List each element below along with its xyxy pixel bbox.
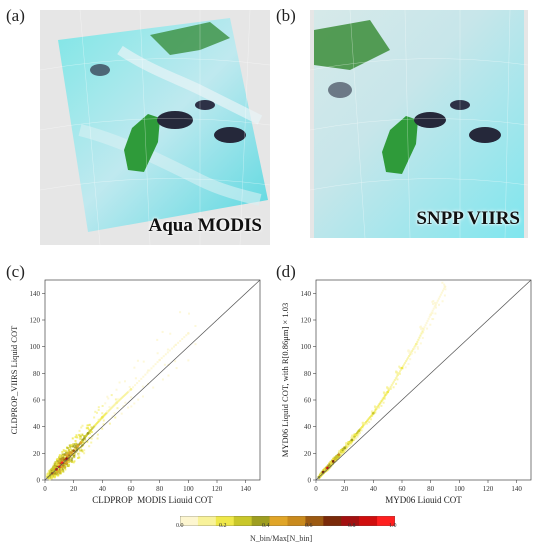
y-tick-label: 120 (30, 317, 41, 325)
one-to-one-line (315, 279, 532, 481)
y-tick-label: 120 (301, 317, 312, 325)
density-point (129, 388, 133, 391)
x-tick-label: 0 (43, 485, 47, 493)
panel-label-a: (a) (6, 6, 25, 25)
map-title-snpp-viirs: SNPP VIIRS (416, 208, 520, 229)
y-tick-label: 80 (33, 370, 41, 378)
x-tick-label: 20 (341, 485, 349, 493)
density-point (415, 342, 418, 346)
density-point (372, 412, 375, 415)
x-tick-label: 140 (240, 485, 251, 493)
map-image-aqua-modis (39, 9, 271, 246)
y-axis-label: MYD06 Liquid COT, with R[0.86μm] × 1.03 (280, 303, 290, 457)
panel-label-d: (d) (276, 262, 296, 281)
panel-label-c: (c) (6, 262, 25, 281)
y-tick-label: 60 (33, 397, 41, 405)
colorbar-segment (251, 516, 271, 526)
y-tick-label: 40 (33, 423, 41, 431)
colorbar-title: N_bin/Max[N_bin] (250, 534, 313, 543)
colorbar (179, 513, 396, 527)
y-tick-label: 0 (37, 477, 41, 485)
kamchatka-landmass (124, 114, 160, 172)
map-panel-snpp-viirs: SNPP VIIRS (309, 9, 529, 239)
y-tick-label: 140 (30, 290, 41, 298)
y-tick-label: 0 (308, 477, 312, 485)
y-tick-label: 40 (304, 423, 312, 431)
colorbar-segment (233, 516, 253, 526)
density-point (115, 401, 118, 404)
density-point (337, 453, 341, 456)
kamchatka-landmass (382, 116, 418, 174)
x-tick-label: 60 (128, 485, 136, 493)
density-point (343, 446, 346, 450)
y-tick-label: 140 (301, 290, 312, 298)
y-tick-label: 20 (33, 450, 41, 458)
y-tick-label: 80 (304, 370, 312, 378)
colorbar-tick-labels: 0.0 0.2 0.4 0.6 0.8 1.0 (176, 523, 397, 533)
density-point (158, 358, 161, 362)
colorbar-tick-0: 0.0 (176, 523, 184, 529)
colorbar-segment (341, 516, 360, 526)
density-point (350, 438, 354, 442)
density-point (400, 366, 404, 370)
colorbar-segment (359, 516, 378, 526)
x-tick-label: 20 (70, 485, 78, 493)
y-tick-label: 100 (301, 343, 312, 351)
x-tick-label: 140 (511, 485, 522, 493)
x-axis-label: MYD06 Liquid COT (385, 495, 462, 503)
one-to-one-line (44, 279, 261, 481)
x-tick-label: 120 (483, 485, 494, 493)
map-panel-aqua-modis: Aqua MODIS (39, 9, 271, 246)
colorbar-segment (323, 516, 342, 526)
colorbar-segment (180, 516, 199, 526)
panel-label-b: (b) (276, 6, 296, 25)
x-tick-label: 0 (314, 485, 318, 493)
map-title-aqua-modis: Aqua MODIS (148, 215, 263, 236)
x-tick-label: 100 (454, 485, 465, 493)
x-tick-label: 40 (99, 485, 107, 493)
colorbar-tick-2: 0.4 (262, 523, 270, 529)
colorbar-tick-3: 0.6 (305, 523, 313, 529)
density-point (386, 390, 389, 394)
y-tick-label: 20 (304, 450, 312, 458)
density-point (429, 313, 432, 316)
colorbar-tick-4: 0.8 (348, 523, 356, 529)
density-point (101, 416, 104, 419)
density-plot-c: 0 20 40 60 80 100 120 140 0 20 40 60 80 100 120 140 CLDP… (9, 279, 261, 503)
density-point (79, 441, 83, 444)
density-plot-d: 0 20 40 60 80 100 120 140 0 20 40 60 80 100 120 140 MYD0… (280, 279, 532, 503)
colorbar-segment (215, 516, 235, 526)
y-tick-label: 60 (304, 397, 312, 405)
x-axis-label: CLDPROP_MODIS Liquid COT (92, 495, 213, 503)
colorbar-tick-1: 0.2 (219, 523, 227, 529)
density-point (357, 429, 361, 432)
colorbar-segment (197, 516, 217, 526)
colorbar-tick-5: 1.0 (389, 523, 397, 529)
colorbar-segment (377, 516, 396, 526)
x-tick-label: 60 (399, 485, 407, 493)
density-point (331, 460, 335, 463)
y-tick-label: 100 (30, 343, 41, 351)
density-cloud (45, 311, 197, 481)
density-point (86, 432, 90, 435)
x-tick-label: 80 (156, 485, 164, 493)
map-image-snpp-viirs (309, 9, 529, 239)
y-axis-label: CLDPROP_VIIRS Liquid COT (9, 325, 19, 434)
x-tick-label: 120 (212, 485, 223, 493)
x-tick-label: 80 (427, 485, 435, 493)
colorbar-segment (287, 516, 306, 526)
density-point (187, 332, 190, 335)
x-tick-label: 40 (370, 485, 378, 493)
colorbar-segment (305, 516, 324, 526)
x-tick-label: 100 (183, 485, 194, 493)
density-point (443, 285, 447, 288)
density-point (72, 449, 75, 452)
colorbar-segment (269, 516, 288, 526)
